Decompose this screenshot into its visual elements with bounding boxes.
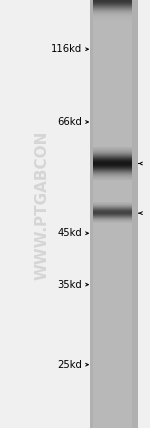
Text: 66kd: 66kd — [58, 117, 82, 127]
Bar — [90, 0, 138, 428]
Text: WWW.PTGABCON: WWW.PTGABCON — [34, 131, 50, 280]
Text: 116kd: 116kd — [51, 44, 82, 54]
Text: 35kd: 35kd — [58, 279, 82, 290]
Text: 25kd: 25kd — [58, 360, 82, 370]
Text: 45kd: 45kd — [58, 228, 82, 238]
Bar — [93, 0, 132, 428]
